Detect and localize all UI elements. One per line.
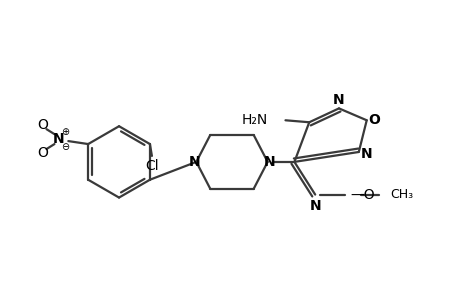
Text: O: O <box>37 118 48 132</box>
Text: N: N <box>332 94 344 107</box>
Text: —O: —O <box>349 188 374 202</box>
Text: ⊖: ⊖ <box>61 142 69 152</box>
Text: ⊕: ⊕ <box>61 127 69 137</box>
Text: N: N <box>309 199 320 212</box>
Text: N: N <box>188 155 200 169</box>
Text: H₂N: H₂N <box>241 113 267 127</box>
Text: Cl: Cl <box>145 159 158 173</box>
Text: O: O <box>37 146 48 160</box>
Text: N: N <box>52 132 64 146</box>
Text: CH₃: CH₃ <box>390 188 413 201</box>
Text: O: O <box>368 113 380 127</box>
Text: N: N <box>360 147 372 161</box>
Text: N: N <box>263 155 275 169</box>
